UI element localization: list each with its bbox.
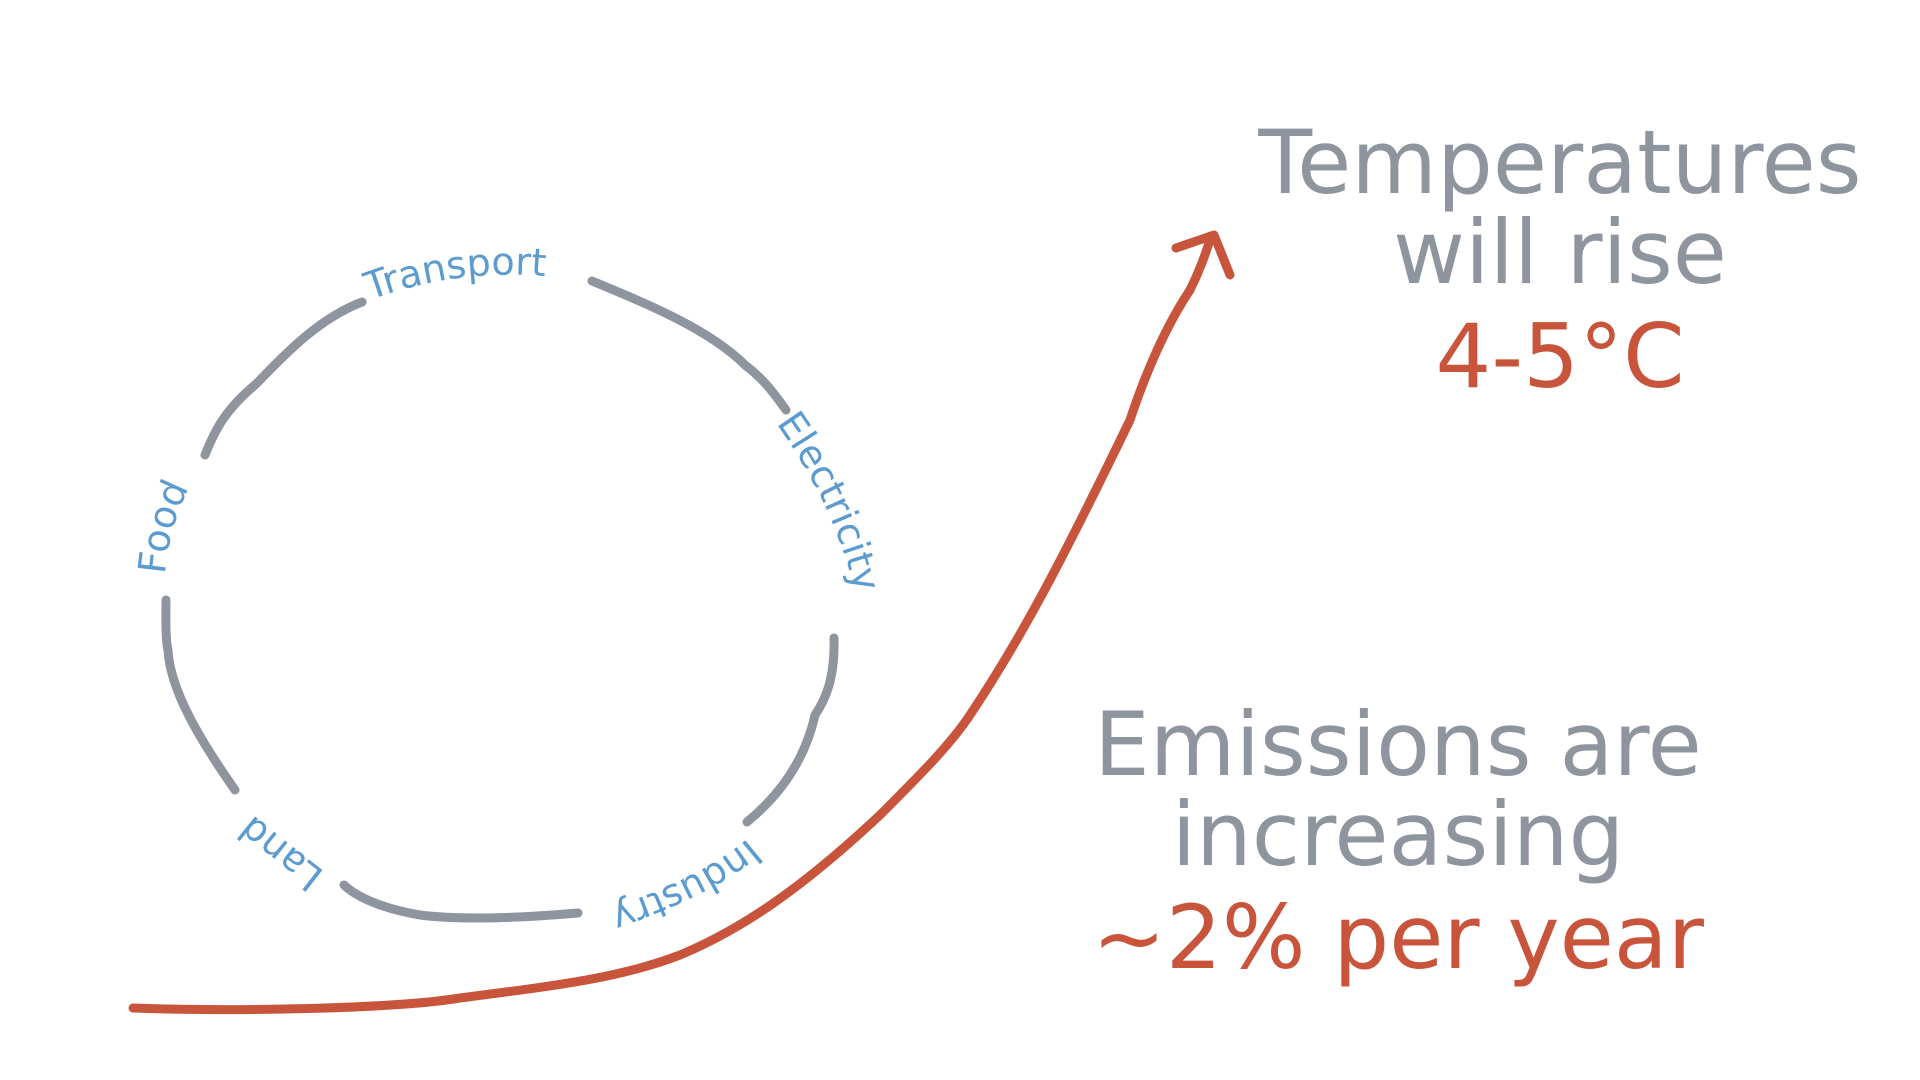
temperature-heading: Temperatures will rise 4-5°C (1257, 111, 1861, 408)
emissions-value: ~2% per year (1092, 886, 1705, 989)
rising-curve (128, 230, 1235, 1015)
sector-label-transport: Transport (358, 239, 548, 308)
emissions-line-1: Emissions are (1094, 693, 1702, 796)
emissions-heading: Emissions are increasing ~2% per year (1092, 693, 1705, 989)
temperature-line-1: Temperatures (1257, 111, 1861, 214)
cycle-arc-food-transport (200, 297, 367, 460)
arrow-head-icon (1171, 230, 1235, 280)
emissions-curve (128, 235, 1215, 1015)
cycle-arc-industry-land (339, 880, 583, 923)
emissions-line-2: increasing (1172, 783, 1625, 886)
temperature-line-2: will rise (1393, 201, 1727, 304)
sector-cycle (161, 276, 839, 923)
sector-label-land: Land (230, 807, 330, 900)
temperature-value: 4-5°C (1435, 305, 1684, 408)
cycle-arc-land-food (161, 595, 240, 795)
sector-label-food: Food (130, 473, 197, 576)
cycle-arc-electricity-industry (742, 633, 839, 827)
sector-label-electricity: Electricity (769, 403, 889, 595)
sector-labels: Transport Electricity Industry Land Food (130, 239, 889, 941)
cycle-arc-transport-electricity (587, 276, 791, 415)
